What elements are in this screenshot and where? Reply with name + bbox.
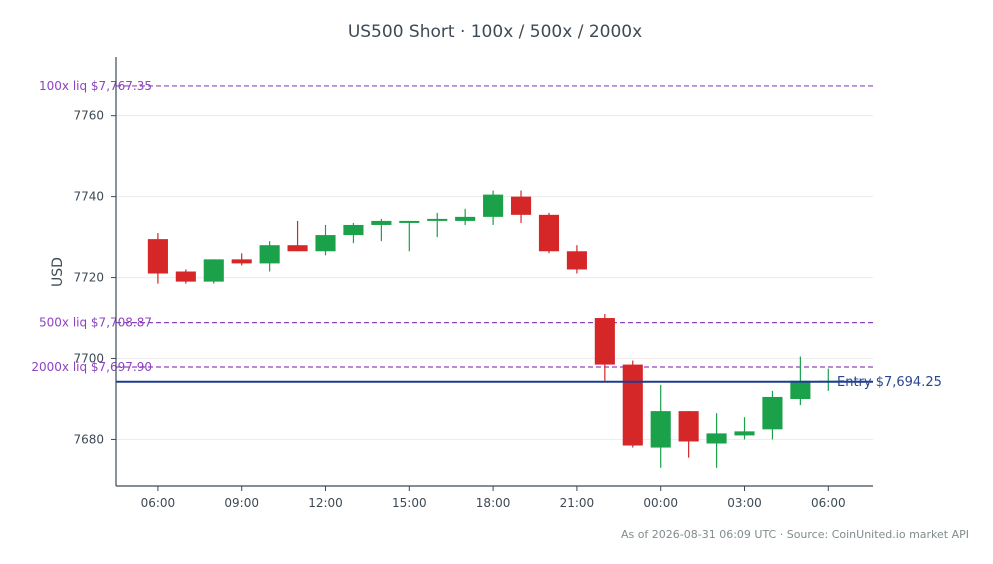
candle-body-18	[650, 411, 671, 448]
candle-body-21	[734, 431, 755, 436]
candle-body-17	[622, 364, 643, 446]
candle-body-12	[483, 194, 504, 217]
candle-body-19	[678, 411, 699, 442]
entry-line-group: Entry $7,694.25	[116, 375, 942, 390]
x-tick-label-5: 21:00	[560, 496, 595, 510]
axes: 7680 7700 7720 7740 7760 06:00 09:00 12:00 15:00…	[73, 57, 873, 510]
candle-body-20	[706, 433, 727, 444]
candle-body-15	[566, 251, 587, 270]
chart-title: US500 Short · 100x / 500x / 2000x	[348, 22, 642, 42]
candle-body-23	[790, 380, 811, 399]
footer-source: As of 2026-08-31 06:09 UTC · Source: Coi…	[621, 528, 969, 541]
x-tick-label-3: 15:00	[392, 496, 427, 510]
liquidation-lines: 100x liq $7,767.35 500x liq $7,708.87 2000…	[31, 79, 873, 374]
x-tick-label-1: 09:00	[224, 496, 259, 510]
candle-body-7	[343, 224, 364, 236]
y-tick-label-4: 7760	[73, 109, 104, 123]
y-axis-label: USD	[50, 257, 66, 287]
candle-body-16	[594, 318, 615, 365]
x-tick-label-8: 06:00	[811, 496, 846, 510]
candle-body-5	[287, 245, 308, 252]
candle-body-6	[315, 235, 336, 252]
y-tick-label-1: 7700	[73, 352, 104, 366]
candle-body-3	[231, 259, 252, 264]
candle-body-22	[762, 396, 783, 430]
y-tick-label-2: 7720	[73, 271, 104, 285]
grid-lines	[116, 115, 873, 440]
liquidation-label-1: 500x liq $7,708.87	[39, 316, 152, 330]
x-tick-label-2: 12:00	[308, 496, 343, 510]
x-tick-label-0: 06:00	[141, 496, 176, 510]
candle-body-0	[147, 239, 168, 274]
candle-body-2	[203, 259, 224, 282]
candle-body-9	[399, 220, 420, 223]
candle-body-10	[427, 218, 448, 221]
liquidation-label-0: 100x liq $7,767.35	[39, 79, 152, 93]
candle-body-14	[538, 214, 560, 252]
candle-body-8	[371, 220, 392, 225]
candles	[147, 190, 839, 468]
candle-body-1	[175, 271, 196, 282]
y-tick-label-3: 7740	[73, 190, 104, 204]
y-tick-label-0: 7680	[73, 432, 104, 446]
x-tick-label-4: 18:00	[476, 496, 511, 510]
x-tick-label-7: 03:00	[727, 496, 762, 510]
candle-body-11	[455, 216, 476, 221]
candle-body-4	[259, 245, 280, 264]
liquidation-label-2: 2000x liq $7,697.90	[31, 360, 152, 374]
entry-label: Entry $7,694.25	[837, 375, 942, 390]
candle-body-13	[510, 196, 532, 215]
x-tick-label-6: 00:00	[643, 496, 678, 510]
